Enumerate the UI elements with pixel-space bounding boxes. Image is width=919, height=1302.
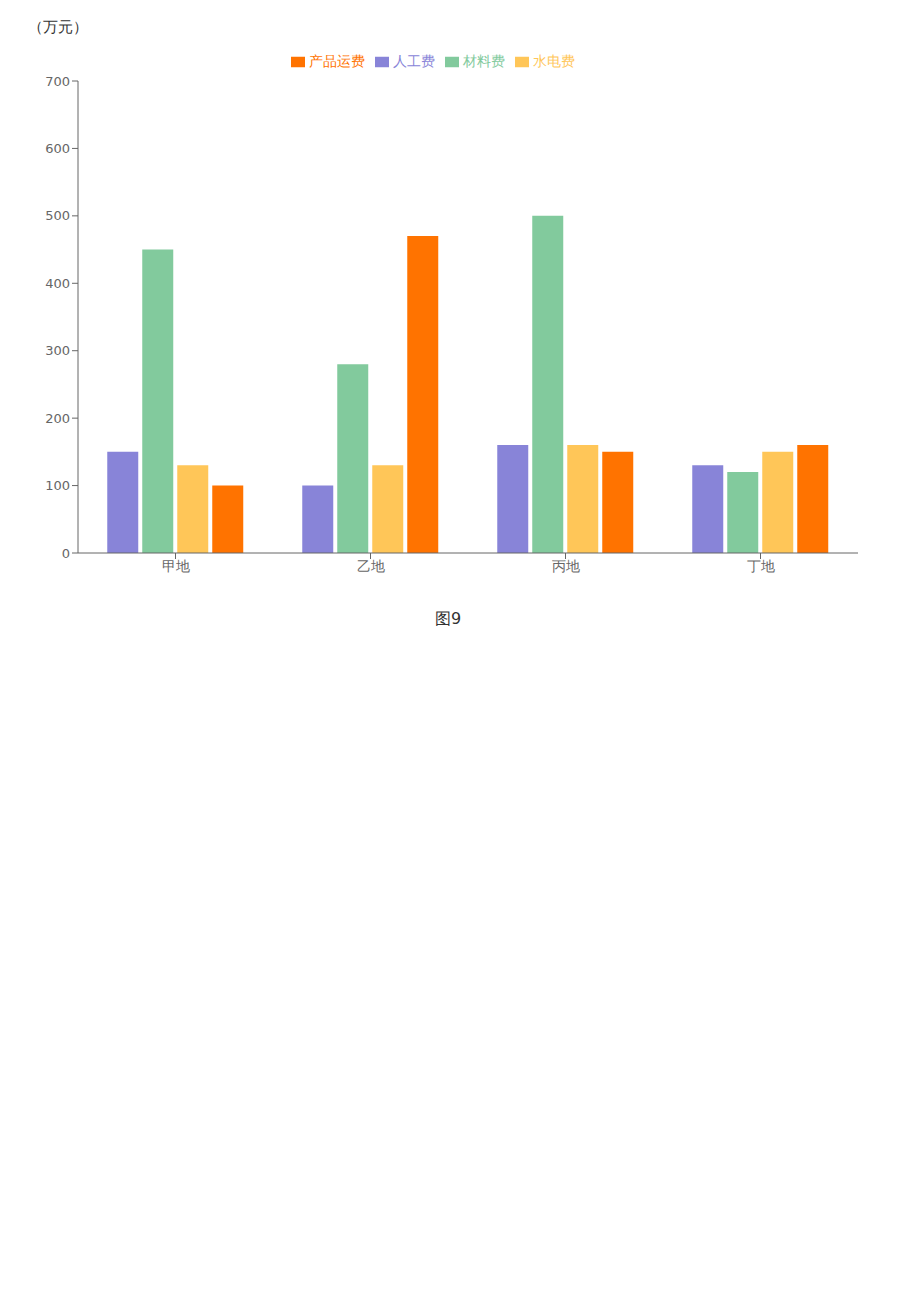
svg-text:丙地: 丙地 — [552, 558, 580, 574]
svg-text:500: 500 — [45, 208, 70, 223]
svg-text:600: 600 — [45, 141, 70, 156]
html-text:人工费: 人工费 — [393, 53, 435, 69]
svg-text:200: 200 — [45, 411, 70, 426]
svg-text:300: 300 — [45, 343, 70, 358]
svg-text:400: 400 — [45, 276, 70, 291]
html-text:材料费: 材料费 — [463, 53, 505, 69]
html-text:产品运费: 产品运费 — [309, 53, 365, 69]
html-text:水电费: 水电费 — [533, 53, 575, 69]
svg-text:700: 700 — [45, 74, 70, 89]
svg-text:甲地: 甲地 — [162, 558, 190, 574]
svg-text:乙地: 乙地 — [357, 558, 385, 574]
svg-text:0: 0 — [62, 546, 70, 561]
html-text:图9: 图9 — [434, 609, 462, 628]
html-text:（万元）: （万元） — [28, 18, 88, 36]
svg-text:100: 100 — [45, 478, 70, 493]
svg-text:丁地: 丁地 — [747, 558, 775, 574]
